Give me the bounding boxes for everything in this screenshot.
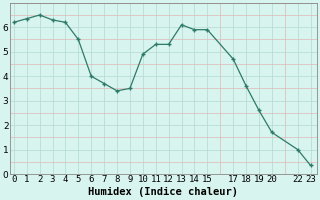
- X-axis label: Humidex (Indice chaleur): Humidex (Indice chaleur): [89, 187, 238, 197]
